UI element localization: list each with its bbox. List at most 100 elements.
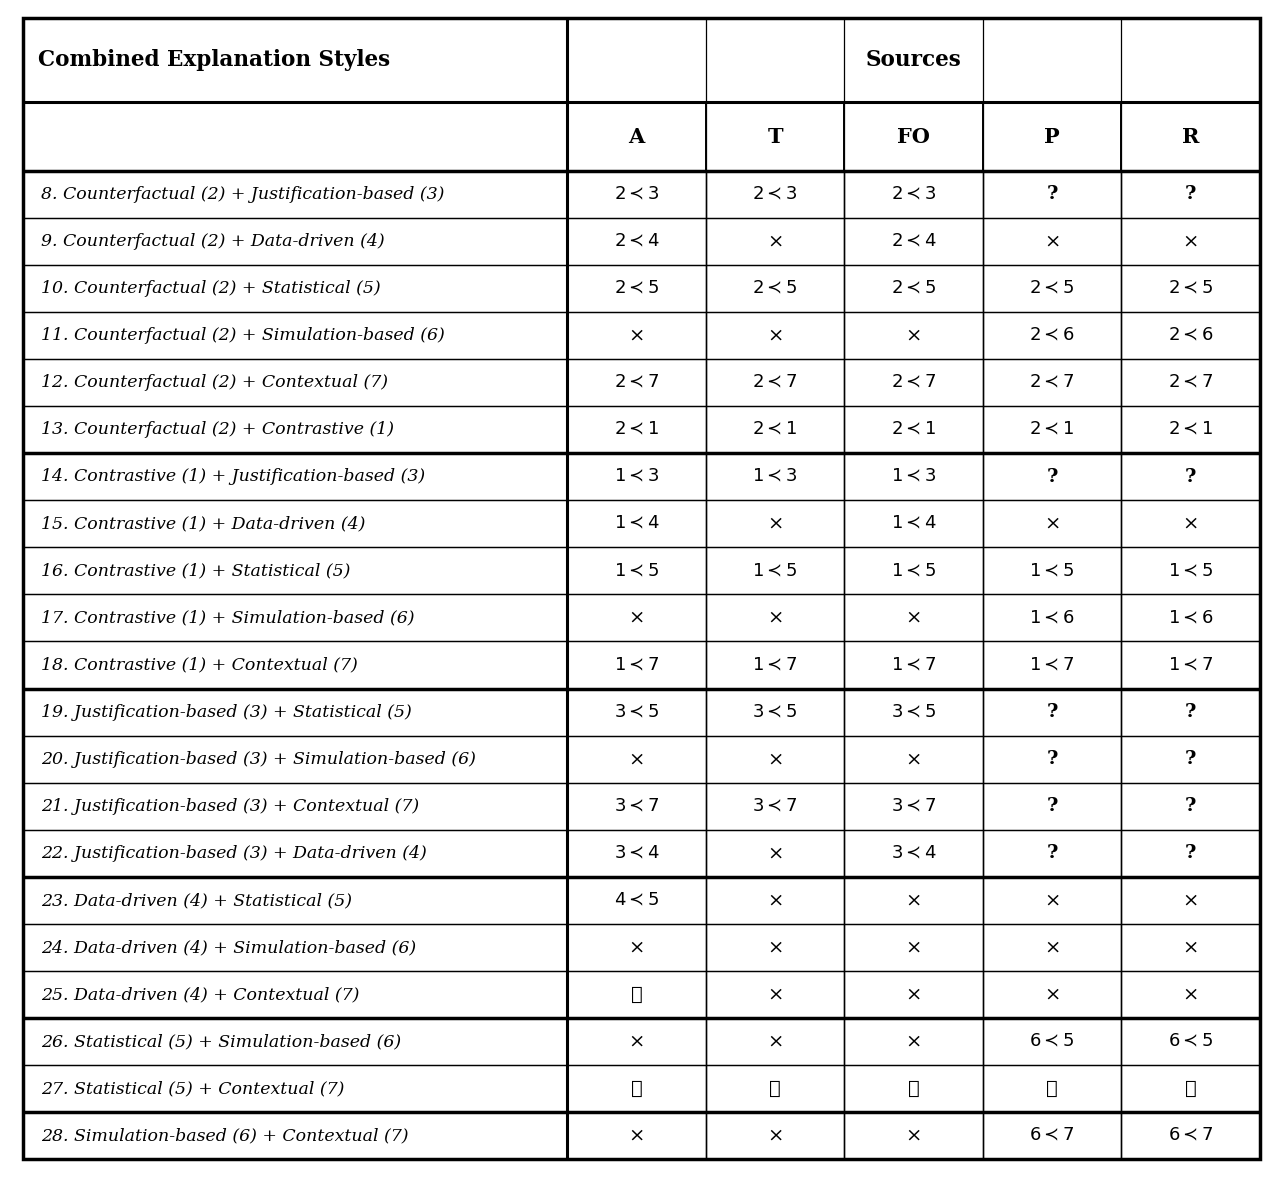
Text: ?: ?	[1185, 750, 1196, 769]
Text: $2\prec6$: $2\prec6$	[1168, 326, 1214, 345]
Bar	[1121, 171, 1260, 218]
Bar	[567, 171, 706, 218]
Text: ×: ×	[767, 609, 783, 627]
Bar	[23, 1018, 567, 1065]
Bar	[983, 1065, 1121, 1112]
Bar	[23, 171, 567, 218]
Text: $2\prec5$: $2\prec5$	[1029, 279, 1075, 298]
Text: T: T	[767, 127, 783, 146]
Text: $2\prec4$: $2\prec4$	[890, 232, 937, 251]
Bar	[706, 783, 844, 830]
Text: ✓: ✓	[631, 1079, 643, 1098]
Bar	[983, 783, 1121, 830]
Text: ×: ×	[1044, 232, 1060, 251]
Bar	[23, 547, 567, 594]
Text: ×: ×	[906, 750, 921, 769]
Text: $2\prec7$: $2\prec7$	[1029, 373, 1075, 392]
Text: ×: ×	[767, 1126, 783, 1145]
Bar	[567, 689, 706, 736]
Bar	[567, 830, 706, 877]
Text: ×: ×	[906, 1032, 921, 1051]
Bar	[23, 924, 567, 971]
Bar	[844, 1018, 983, 1065]
Text: ×: ×	[906, 985, 921, 1004]
Bar	[844, 218, 983, 265]
Bar	[23, 689, 567, 736]
Bar	[983, 312, 1121, 359]
Bar	[1121, 924, 1260, 971]
Text: 24. Data-driven (4) + Simulation-based (6): 24. Data-driven (4) + Simulation-based (…	[41, 939, 416, 956]
Bar	[567, 547, 706, 594]
Bar	[567, 218, 706, 265]
Bar	[983, 971, 1121, 1018]
Bar	[23, 1112, 567, 1159]
Text: $2\prec5$: $2\prec5$	[890, 279, 937, 298]
Bar	[1121, 102, 1260, 171]
Bar	[706, 736, 844, 783]
Text: ✓: ✓	[1184, 1079, 1197, 1098]
Bar	[1121, 971, 1260, 1018]
Text: $2\prec7$: $2\prec7$	[890, 373, 937, 392]
Bar	[23, 594, 567, 641]
Bar	[1121, 312, 1260, 359]
Bar	[706, 171, 844, 218]
Bar	[844, 1065, 983, 1112]
Bar	[983, 102, 1121, 171]
Text: $2\prec3$: $2\prec3$	[752, 185, 798, 204]
Bar	[23, 18, 567, 102]
Text: ×: ×	[1044, 514, 1060, 533]
Bar	[1121, 689, 1260, 736]
Bar	[23, 500, 567, 547]
Text: $3\prec4$: $3\prec4$	[890, 844, 937, 863]
Bar	[1121, 218, 1260, 265]
Text: $1\prec5$: $1\prec5$	[613, 561, 659, 580]
Bar	[23, 736, 567, 783]
Bar	[23, 359, 567, 406]
Text: $1\prec5$: $1\prec5$	[1168, 561, 1214, 580]
Text: $1\prec3$: $1\prec3$	[613, 467, 659, 486]
Text: $1\prec7$: $1\prec7$	[613, 656, 659, 674]
Text: $2\prec5$: $2\prec5$	[1168, 279, 1214, 298]
Bar	[706, 924, 844, 971]
Text: $1\prec5$: $1\prec5$	[752, 561, 798, 580]
Text: $1\prec7$: $1\prec7$	[752, 656, 798, 674]
Bar	[706, 406, 844, 453]
Text: ×: ×	[1044, 938, 1060, 957]
Text: $2\prec4$: $2\prec4$	[613, 232, 659, 251]
Bar	[1121, 783, 1260, 830]
Text: ×: ×	[1183, 891, 1198, 910]
Bar	[1121, 1065, 1260, 1112]
Text: ×: ×	[629, 1032, 645, 1051]
Bar	[1121, 1018, 1260, 1065]
Text: ×: ×	[1183, 232, 1198, 251]
Text: $2\prec7$: $2\prec7$	[613, 373, 659, 392]
Bar	[23, 641, 567, 689]
Bar	[23, 218, 567, 265]
Text: ✓: ✓	[631, 985, 643, 1004]
Bar	[1121, 641, 1260, 689]
Bar	[567, 971, 706, 1018]
Bar	[706, 359, 844, 406]
Bar	[1121, 500, 1260, 547]
Text: $3\prec5$: $3\prec5$	[613, 703, 659, 722]
Text: 17. Contrastive (1) + Simulation-based (6): 17. Contrastive (1) + Simulation-based (…	[41, 610, 414, 626]
Bar	[844, 547, 983, 594]
Text: ×: ×	[767, 1032, 783, 1051]
Bar	[844, 594, 983, 641]
Text: $1\prec3$: $1\prec3$	[752, 467, 798, 486]
Text: 25. Data-driven (4) + Contextual (7): 25. Data-driven (4) + Contextual (7)	[41, 986, 359, 1003]
Bar	[844, 453, 983, 500]
Bar	[983, 736, 1121, 783]
Bar	[844, 877, 983, 924]
Text: ×: ×	[629, 938, 645, 957]
Bar	[983, 500, 1121, 547]
Bar	[844, 265, 983, 312]
Bar	[844, 736, 983, 783]
Text: $1\prec6$: $1\prec6$	[1168, 609, 1214, 627]
Text: 12. Counterfactual (2) + Contextual (7): 12. Counterfactual (2) + Contextual (7)	[41, 374, 387, 391]
Text: ✓: ✓	[908, 1079, 920, 1098]
Bar	[23, 312, 567, 359]
Text: ×: ×	[906, 609, 921, 627]
Bar	[567, 453, 706, 500]
Bar	[706, 547, 844, 594]
